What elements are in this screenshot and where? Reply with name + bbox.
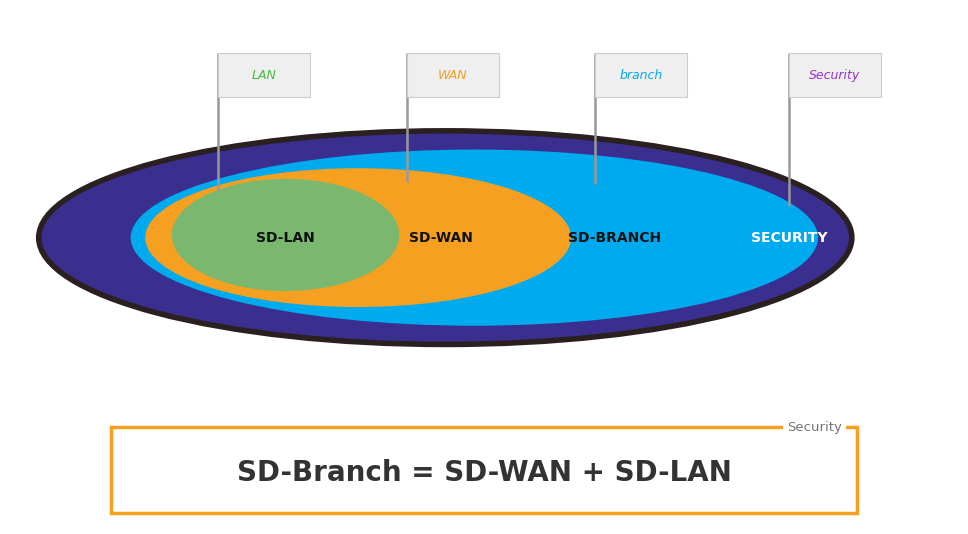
Text: branch: branch: [620, 69, 663, 82]
Ellipse shape: [39, 131, 852, 344]
FancyBboxPatch shape: [595, 53, 687, 97]
FancyBboxPatch shape: [789, 53, 881, 97]
Text: SD-WAN: SD-WAN: [408, 231, 472, 245]
Ellipse shape: [131, 150, 818, 326]
Text: Security: Security: [787, 421, 842, 434]
FancyBboxPatch shape: [407, 53, 499, 97]
Text: SECURITY: SECURITY: [750, 231, 828, 245]
Text: WAN: WAN: [438, 69, 468, 82]
Text: Security: Security: [809, 69, 861, 82]
FancyBboxPatch shape: [218, 53, 310, 97]
Ellipse shape: [172, 179, 400, 291]
Text: LAN: LAN: [252, 69, 276, 82]
Text: SD-LAN: SD-LAN: [257, 231, 315, 245]
FancyBboxPatch shape: [111, 427, 857, 513]
Text: SD-BRANCH: SD-BRANCH: [568, 231, 661, 245]
Ellipse shape: [145, 168, 571, 307]
Text: SD-Branch = SD-WAN + SD-LAN: SD-Branch = SD-WAN + SD-LAN: [236, 459, 732, 486]
